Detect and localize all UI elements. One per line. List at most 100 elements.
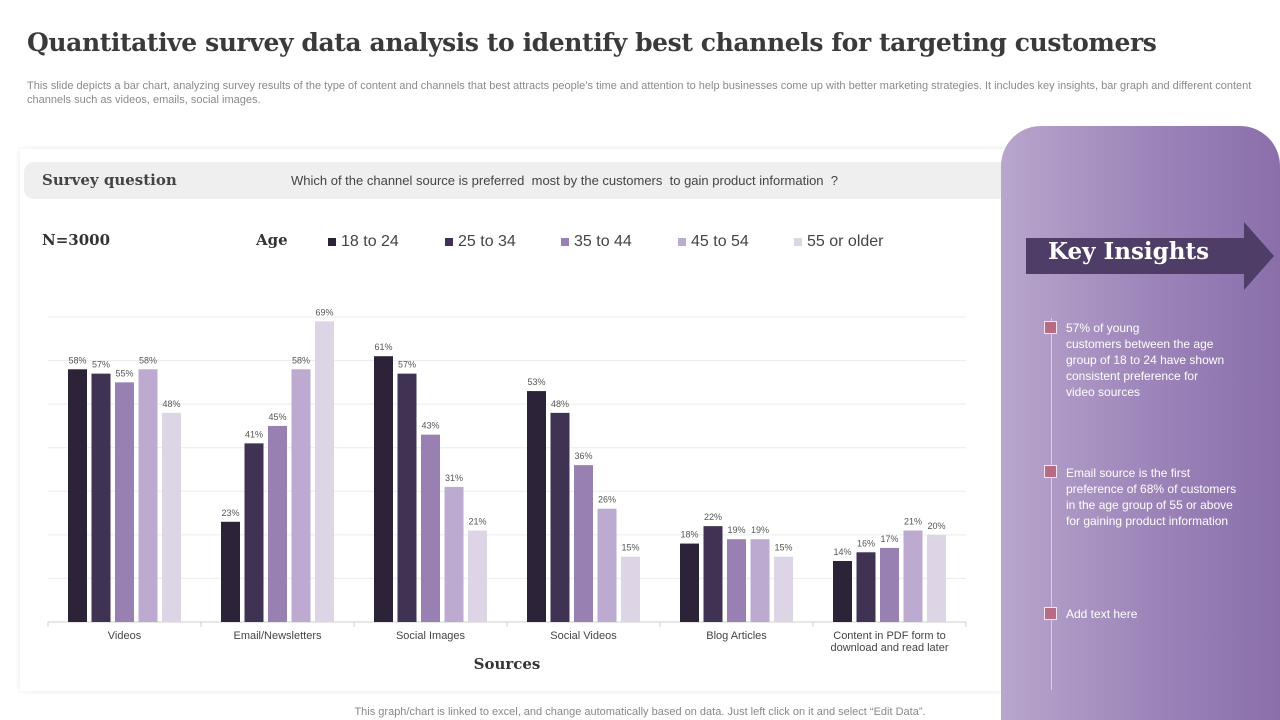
bar [727, 539, 746, 622]
data-label: 58% [292, 355, 310, 365]
legend-swatch [328, 238, 336, 246]
data-label: 15% [774, 543, 792, 553]
bar [574, 465, 593, 622]
data-label: 58% [68, 355, 86, 365]
legend-item-35-44: 35 to 44 [561, 233, 632, 251]
bar [315, 321, 334, 622]
data-label: 22% [704, 512, 722, 522]
data-label: 41% [245, 429, 263, 439]
data-label: 36% [574, 451, 592, 461]
bar [550, 412, 570, 622]
x-tick-label: Social Images [396, 630, 466, 642]
data-label: 55% [115, 368, 133, 378]
footnote: This graph/chart is linked to excel, and… [354, 706, 926, 718]
key-insights-title: Key Insights [1048, 238, 1210, 265]
data-label: 21% [904, 517, 922, 527]
bar [374, 356, 393, 622]
data-label: 18% [680, 530, 698, 540]
legend-label: 25 to 34 [458, 233, 516, 250]
x-tick-label: Blog Articles [706, 630, 767, 642]
page-title: Quantitative survey data analysis to ide… [27, 28, 1157, 57]
data-label: 61% [374, 342, 392, 352]
bar [903, 530, 923, 622]
bar [91, 373, 111, 622]
data-label: 20% [927, 521, 945, 531]
x-axis-title: Sources [474, 655, 541, 673]
legend-label: 18 to 24 [341, 233, 399, 250]
bar [291, 369, 311, 622]
x-tick-label: Videos [108, 630, 142, 642]
data-label: 31% [445, 473, 463, 483]
data-label: 19% [727, 525, 745, 535]
bar [268, 425, 287, 622]
insights-timeline-line [1051, 318, 1052, 690]
data-label: 15% [621, 543, 639, 553]
bar [680, 543, 699, 622]
survey-question-bar [24, 162, 1020, 199]
bar [115, 382, 134, 622]
legend-item-25-34: 25 to 34 [445, 233, 516, 251]
data-label: 16% [857, 538, 875, 548]
key-insights-panel [1001, 126, 1280, 720]
data-label: 69% [315, 307, 333, 317]
bar [621, 556, 640, 622]
data-label: 48% [162, 399, 180, 409]
legend-label: 35 to 44 [574, 233, 632, 250]
age-legend-title: Age [256, 231, 288, 249]
survey-question-text: Which of the channel source is preferred… [291, 173, 838, 188]
bar [527, 391, 546, 622]
data-label: 57% [92, 360, 110, 370]
bar [774, 556, 793, 622]
survey-question-label: Survey question [42, 171, 177, 189]
insight-marker [1044, 321, 1057, 334]
data-label: 23% [221, 508, 239, 518]
legend-item-18-24: 18 to 24 [328, 233, 399, 251]
bar [880, 547, 899, 622]
bar [138, 369, 158, 622]
legend-label: 45 to 54 [691, 233, 749, 250]
bar [68, 369, 87, 622]
bar [421, 434, 440, 622]
bar [833, 561, 852, 622]
data-label: 45% [268, 412, 286, 422]
data-label: 14% [833, 547, 851, 557]
bar [162, 412, 181, 622]
insight-text-3: Add text here [1066, 607, 1138, 621]
bar [750, 539, 770, 622]
insight-marker [1044, 607, 1057, 620]
data-label: 58% [139, 355, 157, 365]
bar [397, 373, 417, 622]
legend-item-55-older: 55 or older [794, 233, 884, 251]
bar [597, 508, 617, 622]
bar [221, 521, 240, 622]
data-label: 19% [751, 525, 769, 535]
legend-swatch [445, 238, 453, 246]
x-tick-label: Email/Newsletters [233, 630, 322, 642]
data-label: 21% [468, 517, 486, 527]
x-tick-label: Social Videos [550, 630, 617, 642]
bar [703, 526, 723, 622]
key-insights-arrow [1026, 222, 1274, 290]
data-label: 17% [880, 534, 898, 544]
bar [856, 552, 876, 622]
data-label: 26% [598, 495, 616, 505]
data-label: 57% [398, 360, 416, 370]
legend-label: 55 or older [807, 233, 884, 250]
legend-item-45-54: 45 to 54 [678, 233, 749, 251]
bar [244, 443, 264, 622]
data-label: 43% [421, 421, 439, 431]
legend-swatch [794, 238, 802, 246]
page-subtitle: This slide depicts a bar chart, analyzin… [27, 80, 1252, 106]
x-tick-label: Content in PDF form to download and read … [830, 630, 948, 654]
bar [444, 486, 464, 622]
legend-swatch [678, 238, 686, 246]
bar [927, 534, 946, 622]
legend-swatch [561, 238, 569, 246]
insight-text-2: Email source is the first preference of … [1066, 466, 1237, 528]
insight-text-1: 57% of young customers between the age g… [1066, 321, 1225, 399]
insight-marker [1044, 465, 1057, 478]
data-label: 48% [551, 399, 569, 409]
sample-size: N=3000 [42, 231, 111, 249]
bar [468, 530, 487, 622]
